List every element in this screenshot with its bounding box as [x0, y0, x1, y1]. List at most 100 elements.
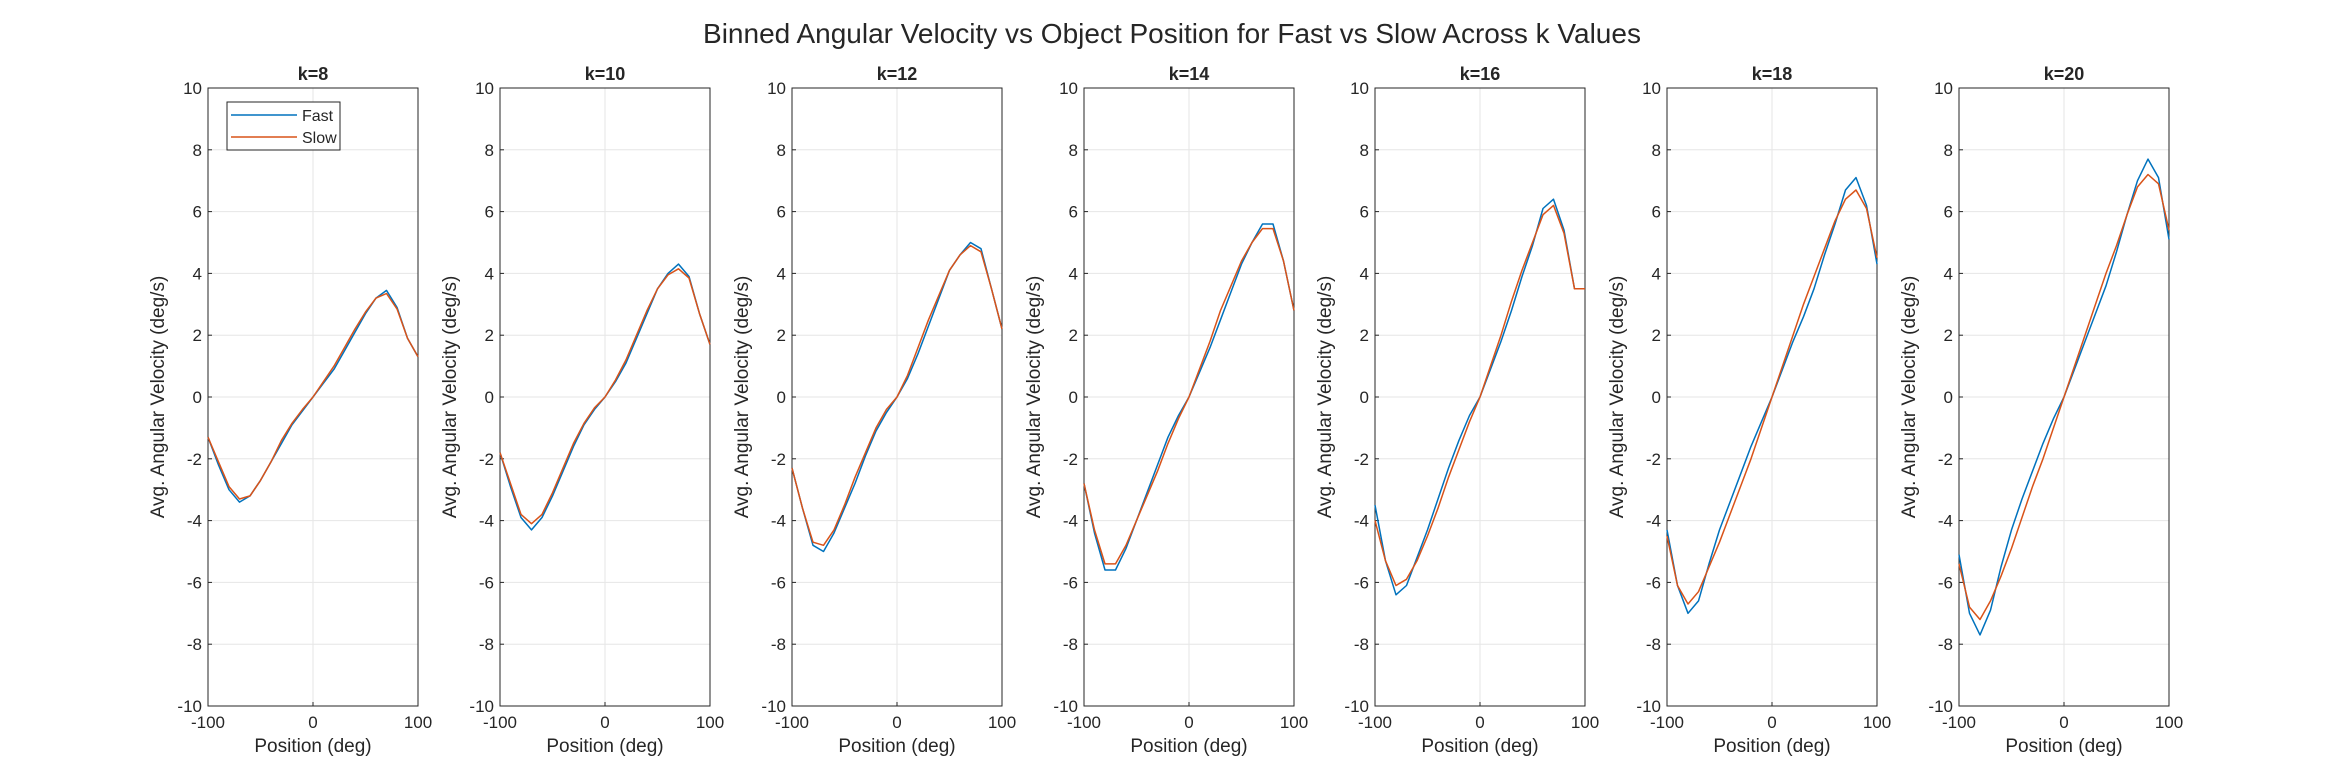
panel-7-y-tick-label: 0: [1944, 388, 1953, 407]
panel-5-y-tick-label: 6: [1360, 203, 1369, 222]
panel-7-x-tick-label: 0: [2059, 713, 2068, 732]
panel-2-x-tick-label: -100: [483, 713, 517, 732]
panel-1-y-tick-label: -4: [187, 512, 202, 531]
panel-1-y-tick-label: -2: [187, 450, 202, 469]
panel-3-y-tick-label: 0: [777, 388, 786, 407]
panel-1-x-tick-label: -100: [191, 713, 225, 732]
panel-1-y-tick-label: 4: [193, 264, 202, 283]
panel-1-y-tick-label: 6: [193, 203, 202, 222]
panel-2-x-tick-label: 100: [696, 713, 724, 732]
panel-5-x-axis-label: Position (deg): [1421, 736, 1538, 757]
panel-2-y-tick-label: -10: [469, 697, 494, 716]
panel-2-y-axis-label: Avg. Angular Velocity (deg/s): [440, 276, 461, 519]
panel-2-y-tick-label: 10: [475, 79, 494, 98]
panel-4-y-tick-label: 10: [1059, 79, 1078, 98]
panel-5-y-tick-label: -10: [1344, 697, 1369, 716]
panel-2-x-tick-label: 0: [600, 713, 609, 732]
panel-7-y-axis-label: Avg. Angular Velocity (deg/s): [1899, 276, 1920, 519]
panel-4-y-tick-label: -6: [1063, 573, 1078, 592]
panel-6-y-tick-label: 2: [1652, 326, 1661, 345]
panel-5-y-tick-label: 0: [1360, 388, 1369, 407]
panel-2-y-tick-label: -8: [479, 635, 494, 654]
panel-5-series-slow-line: [1374, 204, 1585, 587]
panel-3-y-tick-label: -10: [761, 697, 786, 716]
panel-5-y-tick-label: -4: [1354, 512, 1369, 531]
panel-7-y-tick-label: 4: [1944, 264, 1953, 283]
panel-4-y-tick-label: 2: [1069, 326, 1078, 345]
panel-4-title: k=14: [1169, 64, 1210, 84]
panel-6-y-tick-label: 0: [1652, 388, 1661, 407]
panel-1-y-axis-label: Avg. Angular Velocity (deg/s): [148, 276, 169, 519]
panel-4-y-axis-label: Avg. Angular Velocity (deg/s): [1024, 276, 1045, 519]
panel-4-x-tick-label: 100: [1280, 713, 1308, 732]
panel-4-y-tick-label: -8: [1063, 635, 1078, 654]
panel-7-y-tick-label: 8: [1944, 141, 1953, 160]
panel-6-series-slow-line: [1666, 189, 1878, 605]
panel-4-y-tick-label: -10: [1053, 697, 1078, 716]
panel-5-x-tick-label: -100: [1358, 713, 1392, 732]
panel-5-y-tick-label: 2: [1360, 326, 1369, 345]
panel-3-y-tick-label: 10: [767, 79, 786, 98]
panel-3-x-axis-label: Position (deg): [838, 736, 955, 757]
panel-2-series-slow-line: [499, 268, 711, 525]
panel-2-x-axis-label: Position (deg): [546, 736, 663, 757]
panel-1-series-slow-line: [207, 292, 419, 500]
panel-4-y-tick-label: 0: [1069, 388, 1078, 407]
panel-3-x-tick-label: 0: [892, 713, 901, 732]
panel-5-y-tick-label: 10: [1350, 79, 1369, 98]
panel-5-y-tick-label: 4: [1360, 264, 1369, 283]
panel-6-y-tick-label: -6: [1646, 573, 1661, 592]
panel-4-y-tick-label: -4: [1063, 512, 1078, 531]
panel-5-y-tick-label: -8: [1354, 635, 1369, 654]
panel-1-x-tick-label: 0: [308, 713, 317, 732]
panel-6-x-tick-label: -100: [1650, 713, 1684, 732]
panel-2-y-tick-label: 6: [485, 203, 494, 222]
panel-6-y-tick-label: 6: [1652, 203, 1661, 222]
panel-3-x-tick-label: -100: [775, 713, 809, 732]
panel-1-y-tick-label: -10: [177, 697, 202, 716]
panel-5-y-axis-label: Avg. Angular Velocity (deg/s): [1315, 276, 1336, 519]
panel-6-y-axis-label: Avg. Angular Velocity (deg/s): [1607, 276, 1628, 519]
legend-box: [226, 101, 341, 151]
panel-7-y-tick-label: 2: [1944, 326, 1953, 345]
panel-5-title: k=16: [1460, 64, 1501, 84]
panel-3-y-tick-label: 4: [777, 264, 786, 283]
panel-6-title: k=18: [1752, 64, 1793, 84]
panel-7-y-tick-label: 10: [1934, 79, 1953, 98]
panel-4-x-tick-label: 0: [1184, 713, 1193, 732]
panel-7-x-tick-label: -100: [1942, 713, 1976, 732]
panel-3-x-tick-label: 100: [988, 713, 1016, 732]
panel-5-x-tick-label: 0: [1475, 713, 1484, 732]
figure-title: Binned Angular Velocity vs Object Positi…: [703, 18, 1641, 49]
panel-6-y-tick-label: -8: [1646, 635, 1661, 654]
panel-1-x-axis-label: Position (deg): [254, 736, 371, 757]
panel-6-x-axis-label: Position (deg): [1713, 736, 1830, 757]
panel-5-x-tick-label: 100: [1571, 713, 1599, 732]
panel-6-x-tick-label: 0: [1767, 713, 1776, 732]
panel-5-y-tick-label: 8: [1360, 141, 1369, 160]
panel-3-title: k=12: [877, 64, 918, 84]
panel-6-y-tick-label: 10: [1642, 79, 1661, 98]
panel-4-y-tick-label: 6: [1069, 203, 1078, 222]
panel-6-y-tick-label: -10: [1636, 697, 1661, 716]
panel-5-y-tick-label: -2: [1354, 450, 1369, 469]
panel-1-y-tick-label: 0: [193, 388, 202, 407]
panel-3-y-tick-label: -4: [771, 512, 786, 531]
panel-1-title: k=8: [298, 64, 329, 84]
panel-2-y-tick-label: 0: [485, 388, 494, 407]
panel-7-y-tick-label: -10: [1928, 697, 1953, 716]
panel-7-series-slow-line: [1958, 173, 2170, 621]
panel-3-y-tick-label: 6: [777, 203, 786, 222]
panel-2-y-tick-label: -6: [479, 573, 494, 592]
panel-4-x-tick-label: -100: [1067, 713, 1101, 732]
panel-1-y-tick-label: 2: [193, 326, 202, 345]
panel-6-y-tick-label: 4: [1652, 264, 1661, 283]
panel-1-y-tick-label: 8: [193, 141, 202, 160]
panel-4-y-tick-label: -2: [1063, 450, 1078, 469]
panel-1-y-tick-label: -8: [187, 635, 202, 654]
panel-5-y-tick-label: -6: [1354, 573, 1369, 592]
panel-7-x-tick-label: 100: [2155, 713, 2183, 732]
panel-7-y-tick-label: -2: [1938, 450, 1953, 469]
panel-7-y-tick-label: 6: [1944, 203, 1953, 222]
